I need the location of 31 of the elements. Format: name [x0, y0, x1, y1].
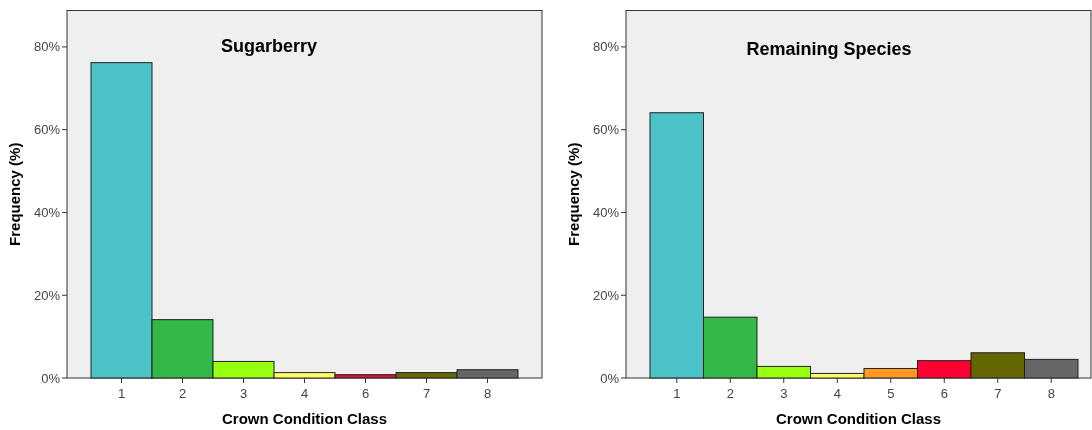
x-tick-label: 8 — [1047, 386, 1055, 401]
x-tick-label: 6 — [940, 386, 948, 401]
x-tick-label: 1 — [117, 386, 126, 401]
y-tick-label: 20% — [592, 287, 620, 303]
y-tick-label: 80% — [592, 39, 620, 55]
x-tick-label: 4 — [833, 386, 841, 401]
text: Sugarberry — [220, 36, 318, 56]
x-axis-title: Crown Condition Class — [776, 410, 941, 427]
y-tick-label: 20% — [33, 287, 61, 303]
x-tick-label: 5 — [887, 386, 895, 401]
x-tick-label: 4 — [300, 386, 309, 401]
y-tick-label: 60% — [33, 122, 61, 138]
x-tick-label: 2 — [178, 386, 187, 401]
x-tick-label: 3 — [780, 386, 788, 401]
y-tick-label: 40% — [592, 205, 620, 221]
x-tick-label: 7 — [994, 386, 1002, 401]
x-axis-title: Crown Condition Class — [222, 410, 387, 427]
x-tick-label: 1 — [673, 386, 681, 401]
x-tick-label: 7 — [422, 386, 431, 401]
y-tick-label: 40% — [33, 205, 61, 221]
text: Remaining Species — [746, 39, 912, 59]
y-axis-title: Frequency (%) — [6, 142, 24, 246]
y-tick-label: 0% — [600, 370, 620, 386]
y-tick-label: 0% — [41, 370, 61, 386]
x-tick-label: 3 — [239, 386, 248, 401]
x-tick-label: 6 — [361, 386, 370, 401]
x-tick-label: 8 — [483, 386, 492, 401]
y-tick-label: 80% — [33, 39, 61, 55]
x-tick-label: 2 — [726, 386, 734, 401]
y-axis-title: Frequency (%) — [565, 142, 583, 246]
y-tick-label: 60% — [592, 122, 620, 138]
